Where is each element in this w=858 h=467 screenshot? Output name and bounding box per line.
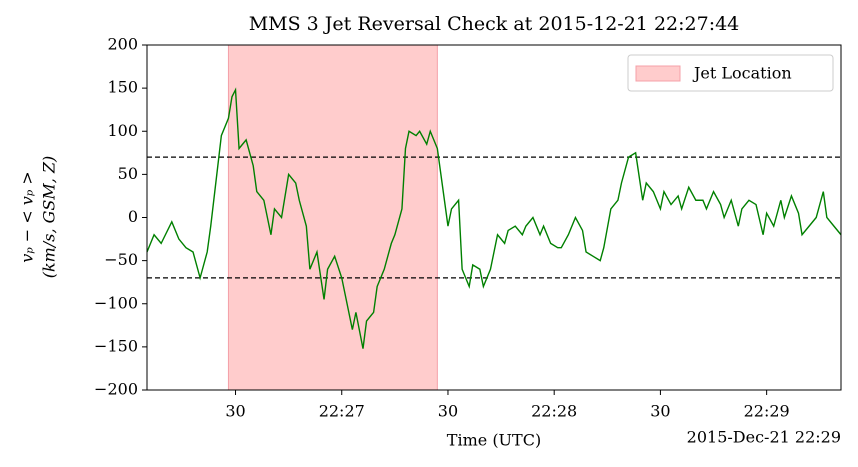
x-tick-label: 22:29	[744, 402, 790, 421]
legend-label: Jet Location	[692, 64, 792, 83]
x-tick-label: 30	[438, 402, 458, 421]
x-offset-label: 2015-Dec-21 22:29	[687, 428, 841, 447]
y-axis-label: vₚ − < vₚ >	[18, 171, 37, 262]
jet-span	[227, 44, 438, 391]
y-tick-label: −150	[94, 336, 138, 355]
y-tick-label: −200	[94, 380, 138, 399]
y-tick-label: 50	[118, 164, 138, 183]
y-axis-label: (km/s, GSM, Z)	[40, 156, 59, 279]
legend-swatch	[635, 65, 681, 82]
data-line	[146, 87, 842, 349]
y-tick-label: 100	[107, 121, 138, 140]
x-tick-label: 22:28	[531, 402, 577, 421]
plot-frame	[146, 44, 842, 391]
x-tick-label: 30	[650, 402, 670, 421]
legend-box	[627, 54, 834, 92]
y-tick-label: 200	[107, 35, 138, 54]
y-tick-label: −100	[94, 293, 138, 312]
chart-title: MMS 3 Jet Reversal Check at 2015-12-21 2…	[249, 13, 740, 35]
y-tick-label: 0	[128, 207, 138, 226]
x-tick-label: 22:27	[319, 402, 365, 421]
x-axis-label: Time (UTC)	[447, 431, 541, 450]
x-tick-label: 30	[225, 402, 245, 421]
y-tick-label: −50	[104, 250, 138, 269]
y-tick-label: 150	[107, 78, 138, 97]
